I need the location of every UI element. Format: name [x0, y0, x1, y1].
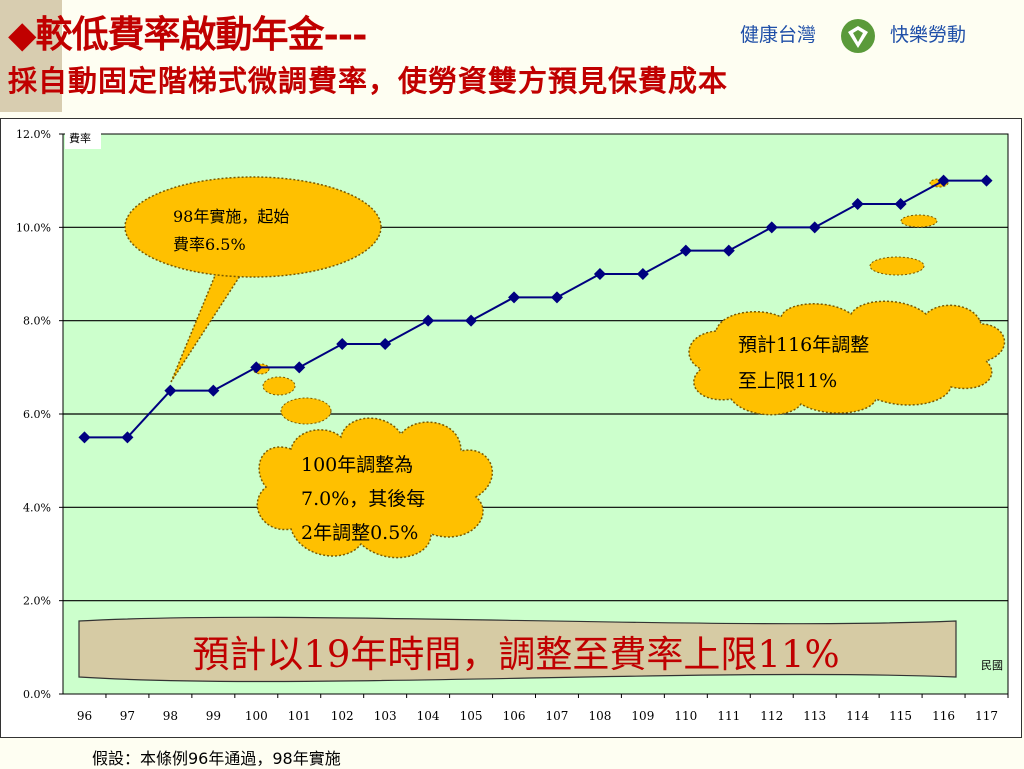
x-tick-label: 100 [245, 709, 268, 723]
summary-banner: 預計以19年時間，調整至費率上限11% [78, 616, 957, 683]
x-tick-label: 108 [588, 709, 611, 723]
x-tick-label: 102 [331, 709, 354, 723]
brand-right-text: 快樂勞動 [890, 24, 967, 46]
data-point-marker [808, 221, 821, 234]
xlabel: 民國 [981, 659, 1003, 672]
data-point-marker [422, 314, 435, 327]
data-point-marker [121, 431, 134, 444]
data-point-marker [336, 338, 349, 350]
x-tick-label: 98 [163, 709, 178, 723]
data-point-marker [636, 268, 649, 280]
chart-frame: 0.0% 2.0% 4.0% 6.0% 8.0% 10.0% 12.0% 96 97 98 99 1… [0, 118, 1022, 738]
x-tick-label: 113 [803, 709, 826, 723]
y-tick-label: 10.0% [16, 221, 51, 234]
page-title: ◆較低費率啟動年金--- [8, 12, 368, 56]
x-tick-label: 97 [120, 709, 135, 723]
data-point-marker [250, 361, 263, 374]
data-point-marker [980, 174, 993, 187]
x-tick-label: 117 [975, 709, 998, 723]
x-tick-label: 101 [288, 709, 311, 723]
callout-116-line1: 預計116年調整 [738, 334, 869, 356]
data-point-marker [78, 431, 91, 444]
data-point-marker [937, 174, 950, 187]
callout-98: 98年實施，起始 費率6.5% [124, 176, 382, 383]
callout-100-bubbles [252, 363, 332, 425]
callout-116-bubbles [869, 178, 949, 276]
data-point-marker [851, 198, 864, 210]
data-point-marker [508, 291, 521, 304]
labor-insurance-logo-icon [841, 19, 875, 53]
callout-100-line2: 7.0%，其後每 [301, 488, 425, 510]
ylabel-box [65, 127, 101, 149]
data-point-marker [679, 244, 692, 257]
data-point-marker [593, 268, 606, 280]
callout-98-line1: 98年實施，起始 [173, 207, 289, 226]
data-point-marker [379, 338, 392, 350]
x-tick-label: 105 [460, 709, 483, 723]
x-tick-label: 104 [417, 709, 440, 723]
x-tick-label: 115 [889, 709, 912, 723]
data-point-marker [293, 361, 306, 374]
y-tick-label: 0.0% [23, 688, 51, 701]
callout-100: 100年調整為 7.0%，其後每 2年調整0.5% [256, 417, 494, 559]
y-tick-label: 6.0% [23, 408, 51, 421]
left-accent-bar [0, 0, 62, 112]
series-line [84, 179, 987, 439]
data-point-marker [894, 198, 907, 210]
x-tick-label: 110 [674, 709, 697, 723]
x-tick-label: 109 [631, 709, 654, 723]
callout-98-line2: 費率6.5% [173, 235, 246, 254]
y-tick-label: 12.0% [16, 128, 51, 141]
x-tick-label: 106 [503, 709, 526, 723]
ylabel: 費率 [69, 131, 91, 145]
footer-note: 假設：本條例96年通過，98年實施 [92, 749, 341, 768]
x-tick-label: 116 [932, 709, 955, 723]
data-point-marker [465, 314, 478, 327]
page-subtitle: 採自動固定階梯式微調費率，使勞資雙方預見保費成本 [8, 64, 729, 98]
x-tick-label: 107 [546, 709, 569, 723]
x-tick-label: 114 [846, 709, 869, 723]
y-tick-label: 2.0% [23, 595, 51, 608]
rate-chart: 0.0% 2.0% 4.0% 6.0% 8.0% 10.0% 12.0% 96 97 98 99 1… [16, 127, 1009, 723]
x-tick-label: 99 [206, 709, 221, 723]
callout-116-line2: 至上限11% [738, 370, 837, 392]
x-tick-label: 111 [717, 709, 740, 723]
data-point-marker [164, 384, 177, 397]
callout-100-line1: 100年調整為 [301, 454, 413, 476]
callout-116: 預計116年調整 至上限11% [688, 300, 1006, 416]
summary-banner-text: 預計以19年時間，調整至費率上限11% [192, 633, 839, 676]
y-tick-label: 4.0% [23, 501, 51, 514]
data-point-marker [765, 221, 778, 234]
callout-100-line3: 2年調整0.5% [301, 522, 418, 544]
y-tick-label: 8.0% [23, 315, 51, 328]
x-tick-label: 103 [374, 709, 397, 723]
x-tick-label: 96 [77, 709, 92, 723]
x-tick-label: 112 [760, 709, 783, 723]
data-point-marker [207, 384, 220, 397]
data-point-marker [550, 291, 563, 304]
brand-left-text: 健康台灣 [740, 24, 817, 46]
data-point-marker [722, 244, 735, 257]
